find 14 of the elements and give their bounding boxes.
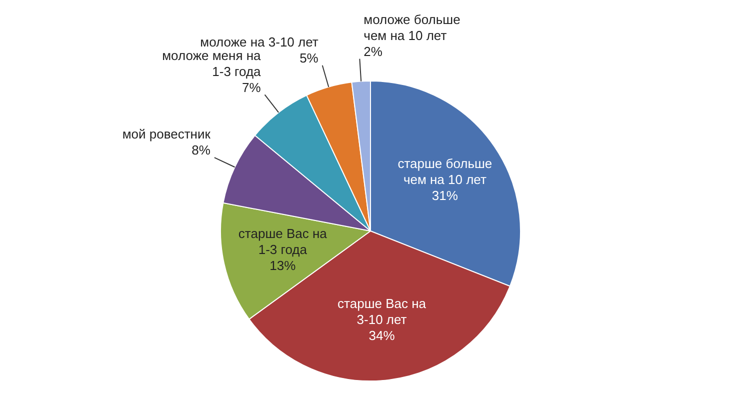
data-label: 7% <box>242 80 262 95</box>
slice-label: старше Вас на 3-10 лет <box>338 296 427 327</box>
data-label: 5% <box>300 50 319 66</box>
slice-label: моложе больше чем на 10 лет <box>364 12 460 43</box>
data-label: 31% <box>432 188 458 203</box>
slice-label: моложе на 3-10 лет <box>200 34 318 50</box>
data-label: 2% <box>364 44 383 59</box>
slice-label: моложе меня на 1-3 года <box>162 48 262 79</box>
slice-label: старше Вас на 1-3 года <box>238 226 328 258</box>
data-label: 13% <box>270 258 296 274</box>
data-label: 34% <box>368 328 396 343</box>
data-label: 8% <box>192 142 211 158</box>
slice-label: старше больше чем на 10 лет <box>398 156 492 187</box>
slice-label: мой ровестник <box>122 126 211 142</box>
